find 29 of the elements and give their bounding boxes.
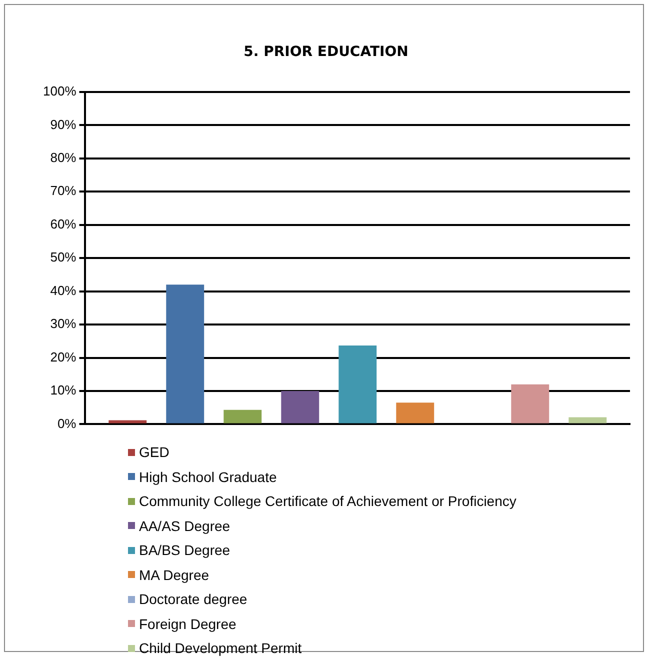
bar	[568, 417, 607, 424]
bar	[281, 390, 320, 424]
bar	[511, 384, 550, 424]
y-tick-label: 30%	[50, 316, 77, 332]
y-tick-label: 60%	[50, 216, 77, 232]
legend-label: High School Graduate	[139, 468, 277, 487]
legend-label: MA Degree	[139, 566, 210, 585]
bar	[166, 284, 204, 424]
chart-title: 5. PRIOR EDUCATION	[242, 44, 410, 60]
y-tick-label: 0%	[57, 416, 77, 431]
bar	[224, 410, 262, 424]
bar	[396, 402, 434, 424]
y-tick-label: 100%	[43, 84, 77, 99]
legend-label: Foreign Degree	[139, 614, 236, 634]
bar	[108, 420, 147, 424]
y-tick-label: 20%	[50, 349, 77, 364]
legend-label: BA/BS Degree	[139, 541, 230, 560]
legend-label: AA/AS Degree	[139, 516, 230, 536]
legend-label: Doctorate degree	[139, 590, 248, 609]
legend-label: Community College Certificate of Achievement or Proficiency	[139, 492, 516, 511]
y-tick-label: 40%	[50, 282, 77, 298]
y-tick-label: 90%	[50, 116, 77, 132]
y-tick-label: 50%	[50, 250, 77, 265]
legend-label: Child Development Permit	[139, 639, 302, 658]
legend-label: GED	[139, 443, 170, 462]
y-tick-label: 70%	[50, 183, 77, 198]
y-tick-label: 10%	[50, 382, 77, 398]
y-tick-label: 80%	[50, 150, 77, 166]
bar	[338, 345, 377, 424]
